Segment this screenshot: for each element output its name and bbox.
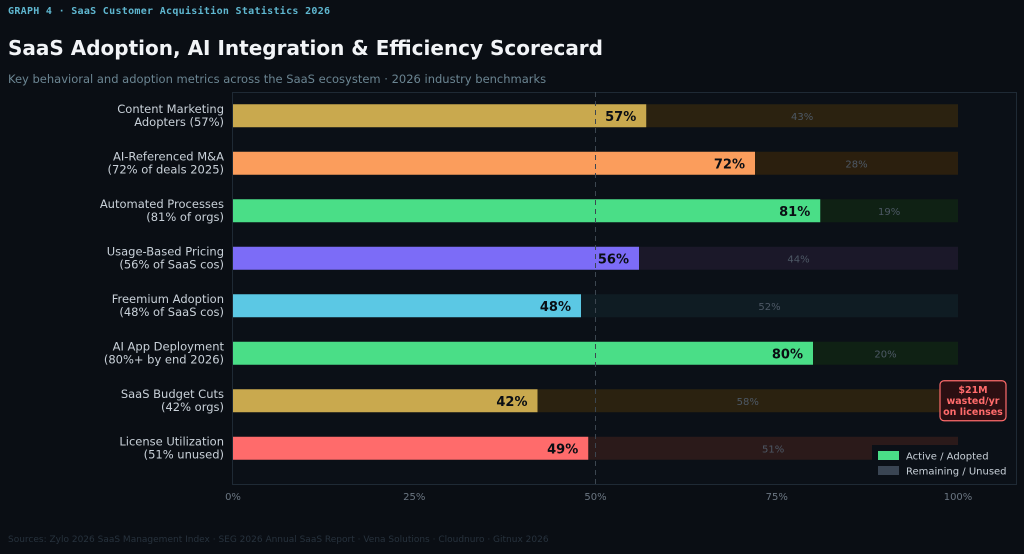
remaining-label: 52% <box>758 302 780 313</box>
value-label: 49% <box>547 442 578 457</box>
remaining-bar <box>639 246 958 270</box>
page-title: SaaS Adoption, AI Integration & Efficien… <box>8 36 603 60</box>
category-label: Automated Processes <box>100 197 224 211</box>
category-sublabel: (48% of SaaS cos) <box>119 305 224 319</box>
category-sublabel: (81% of orgs) <box>146 210 224 224</box>
legend-label: Active / Adopted <box>906 452 989 463</box>
category-label: Content Marketing <box>117 102 224 116</box>
remaining-bar <box>581 294 958 318</box>
x-tick-label: 50% <box>584 492 606 503</box>
value-label: 57% <box>605 110 636 125</box>
legend-swatch <box>878 451 899 460</box>
value-label: 80% <box>772 347 803 362</box>
x-tick-label: 0% <box>225 492 241 503</box>
annotation-text: on licenses <box>943 407 1003 418</box>
remaining-label: 58% <box>737 397 759 408</box>
remaining-bar <box>537 389 958 413</box>
remaining-label: 28% <box>845 159 867 170</box>
x-tick-label: 75% <box>766 492 788 503</box>
category-label: AI-Referenced M&A <box>113 149 224 163</box>
graph-label: GRAPH 4 · SaaS Customer Acquisition Stat… <box>8 6 331 17</box>
active-bar <box>233 389 538 413</box>
x-tick-label: 25% <box>403 492 425 503</box>
category-sublabel: (72% of deals 2025) <box>108 162 224 176</box>
annotation-text: $21M <box>958 385 987 396</box>
page-subtitle: Key behavioral and adoption metrics acro… <box>8 72 547 86</box>
remaining-bar <box>588 436 958 460</box>
category-label: Freemium Adoption <box>112 292 224 306</box>
active-bar <box>233 104 647 128</box>
legend-label: Remaining / Unused <box>906 467 1007 478</box>
value-label: 56% <box>598 252 629 267</box>
category-sublabel: Adopters (57%) <box>134 115 224 129</box>
plot-area <box>232 92 1017 485</box>
active-bar <box>233 246 639 270</box>
active-bar <box>233 436 589 460</box>
remaining-bar <box>646 104 958 128</box>
x-tick-label: 100% <box>944 492 973 503</box>
category-label: AI App Deployment <box>113 339 225 353</box>
remaining-label: 44% <box>787 254 809 265</box>
category-sublabel: (80%+ by end 2026) <box>104 352 224 366</box>
category-label: Usage-Based Pricing <box>107 244 224 258</box>
category-sublabel: (56% of SaaS cos) <box>119 257 224 271</box>
value-label: 48% <box>540 300 571 315</box>
remaining-label: 20% <box>874 349 896 360</box>
value-label: 81% <box>779 205 810 220</box>
category-label: SaaS Budget Cuts <box>121 387 224 401</box>
remaining-label: 43% <box>791 112 813 123</box>
active-bar <box>233 151 755 175</box>
sources-footer: Sources: Zylo 2026 SaaS Management Index… <box>8 535 549 545</box>
remaining-bar <box>755 151 958 175</box>
active-bar <box>233 199 821 223</box>
value-label: 72% <box>714 157 745 172</box>
category-sublabel: (51% unused) <box>144 447 224 461</box>
remaining-label: 51% <box>762 444 784 455</box>
remaining-bar <box>820 199 958 223</box>
legend-swatch <box>878 466 899 475</box>
category-label: License Utilization <box>119 434 224 448</box>
category-sublabel: (42% orgs) <box>161 400 224 414</box>
active-bar <box>233 341 813 365</box>
annotation-text: wasted/yr <box>947 396 1000 407</box>
active-bar <box>233 294 581 318</box>
annotation-box <box>939 380 1007 422</box>
value-label: 42% <box>496 395 527 410</box>
remaining-label: 19% <box>878 207 900 218</box>
remaining-bar <box>813 341 958 365</box>
